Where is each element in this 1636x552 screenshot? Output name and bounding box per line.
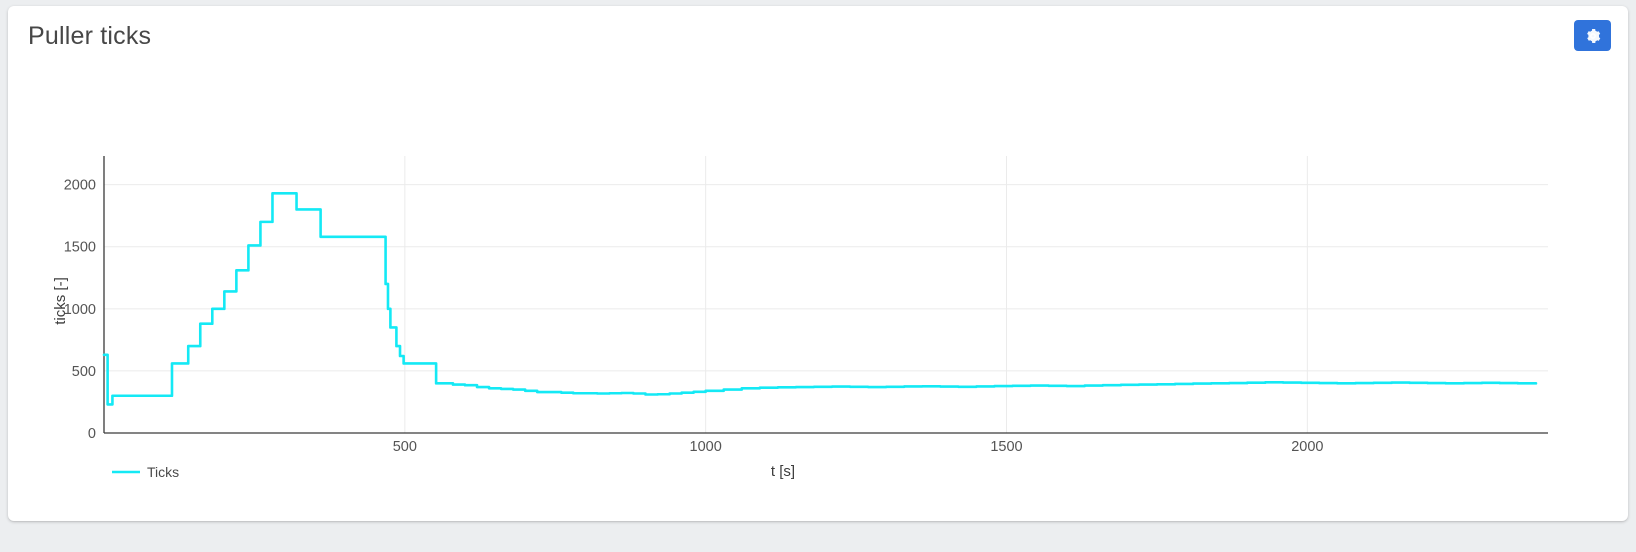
chart-gridlines: [104, 156, 1548, 433]
gear-icon: [1585, 28, 1601, 44]
x-tick-label: 500: [393, 439, 417, 455]
legend-label[interactable]: Ticks: [147, 464, 179, 480]
y-tick-label: 500: [72, 364, 96, 380]
series-line-0: [102, 192, 1538, 406]
chart-plot: 500 1000 1500 2000 0 500 1000 1500 2000 t [s] t…: [52, 156, 1548, 480]
chart-legend[interactable]: Ticks: [112, 464, 179, 480]
x-tick-label: 1500: [990, 439, 1022, 455]
page-title: Puller ticks: [28, 22, 152, 50]
y-tick-label: 1000: [64, 302, 96, 318]
y-tick-labels: 0 500 1000 1500 2000: [64, 178, 96, 442]
x-axis-title: t [s]: [771, 463, 795, 480]
x-tick-labels: 500 1000 1500 2000: [393, 439, 1324, 455]
x-tick-label: 2000: [1291, 439, 1323, 455]
y-tick-label: 2000: [64, 178, 96, 194]
settings-button[interactable]: [1574, 20, 1611, 51]
x-tick-label: 1000: [690, 439, 722, 455]
chart-axes: [103, 156, 1548, 434]
y-tick-label: 1500: [64, 240, 96, 256]
y-tick-label: 0: [88, 426, 96, 442]
chart-card: Puller ticks 500 1000 1500 2000 0 500 1000 150…: [8, 6, 1628, 521]
y-axis-title: ticks [-]: [52, 277, 69, 325]
chart-series: [102, 192, 1538, 406]
